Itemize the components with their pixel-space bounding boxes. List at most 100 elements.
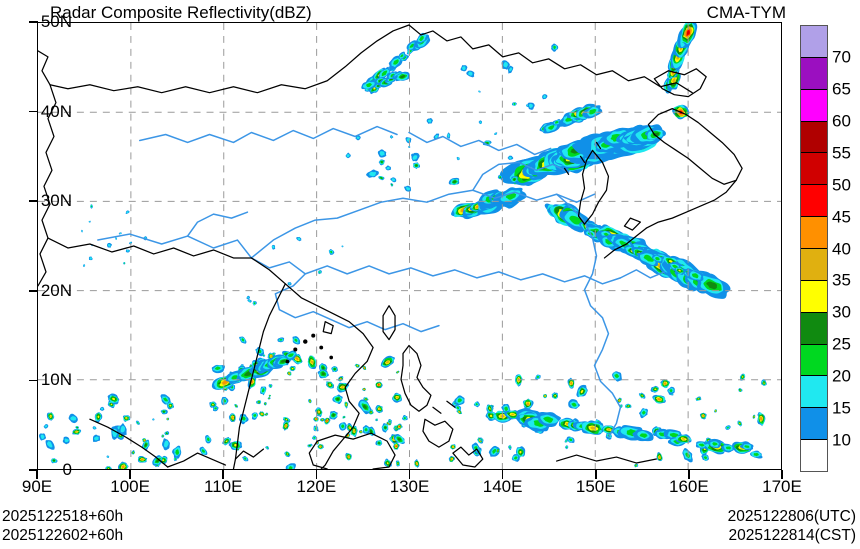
echo-cell [132, 452, 134, 454]
echo-cell [400, 74, 406, 79]
echo-cell [266, 447, 269, 449]
echo-cell [214, 407, 217, 410]
x-tick-mark [781, 470, 783, 479]
echo-cell [639, 433, 648, 438]
echo-cell [664, 382, 667, 385]
echo-cell [447, 133, 450, 138]
colorbar-tick-label: 35 [832, 270, 851, 290]
x-tick-mark [222, 470, 225, 479]
echo-cell [115, 237, 117, 240]
echo-cell [248, 299, 251, 302]
x-tick-label: 160E [669, 477, 709, 496]
echo-cell [565, 446, 568, 448]
echo-cell [555, 121, 559, 124]
colorbar-tick-label: 40 [832, 239, 851, 258]
echo-cell [494, 132, 497, 135]
echo-cell [294, 338, 298, 343]
echo-cell [321, 372, 326, 376]
echo-cell [415, 164, 418, 167]
echo-cell [363, 389, 365, 390]
echo-cell [44, 425, 48, 428]
colorbar-band [801, 344, 827, 377]
echo-cell [163, 440, 169, 448]
x-tick-mark [688, 470, 690, 479]
echo-cell [326, 420, 328, 422]
echo-cell [269, 395, 271, 397]
x-tick-label: 90E [21, 477, 53, 496]
echo-cell [514, 183, 516, 184]
echo-cell [642, 410, 646, 415]
echo-cell [395, 428, 397, 429]
echo-cell [416, 462, 418, 465]
echo-cell [346, 154, 350, 158]
x-tick-mark [594, 470, 597, 479]
echo-cell [241, 416, 246, 421]
echo-cell [698, 443, 705, 447]
echo-cell [332, 413, 336, 417]
echo-cell [75, 431, 78, 433]
footer-valid-cst: 2025122814(CST) [728, 527, 856, 544]
echo-cell [380, 177, 383, 179]
echo-cell [627, 405, 630, 407]
echo-cell [222, 380, 228, 384]
echo-cell [369, 429, 373, 433]
echo-cell [296, 357, 299, 360]
echo-cell [125, 417, 128, 419]
x-tick-label: 170E [762, 477, 802, 496]
y-tick-label: 50N [40, 12, 72, 31]
echo-cell [174, 458, 177, 460]
echo-cell [475, 403, 478, 406]
page-title: Radar Composite Reflectivity(dBZ) [50, 3, 312, 22]
echo-cell [554, 394, 557, 397]
echo-cell [681, 438, 686, 440]
echo-cell [319, 446, 322, 448]
echo-cell [580, 389, 584, 394]
colorbar-tick-label: 10 [832, 430, 851, 450]
x-tick-mark [408, 470, 411, 479]
colorbar-band [801, 408, 827, 441]
echo-cell [395, 445, 397, 447]
echo-cell [619, 399, 620, 401]
echo-cell [386, 166, 390, 170]
echo-cell [744, 445, 750, 448]
echo-cell [402, 56, 407, 60]
y-tick-mark [29, 290, 38, 292]
echo-cell [123, 262, 125, 264]
colorbar-band [801, 121, 827, 154]
echo-cell [97, 415, 100, 419]
echo-cell [247, 296, 249, 299]
echo-cell [64, 438, 69, 443]
colorbar [800, 25, 828, 472]
echo-cell [451, 458, 453, 460]
echo-cell [263, 354, 265, 357]
coastlines [38, 24, 743, 469]
echo-cell [509, 446, 511, 449]
echo-cell [508, 156, 512, 160]
echo-cell [408, 146, 410, 148]
colorbar-tick-label: 25 [832, 334, 851, 354]
colorbar-band [801, 217, 827, 250]
echo-cell [702, 415, 704, 417]
echo-cell [678, 269, 682, 272]
y-tick-label: 40N [40, 101, 72, 121]
echo-cell [318, 411, 320, 414]
echo-cell [288, 373, 290, 374]
echo-cell [548, 125, 555, 130]
echo-cell [163, 410, 166, 413]
y-tick-label: 20N [40, 280, 72, 300]
echo-cell [553, 45, 556, 50]
echo-cell [336, 397, 340, 401]
echo-cell [380, 161, 383, 163]
echo-cell [378, 408, 381, 410]
echo-cell [397, 437, 402, 441]
echo-cell [643, 254, 654, 262]
echo-cell [341, 424, 345, 428]
echo-cell [741, 375, 744, 378]
echo-cell [235, 405, 237, 407]
echo-cell [571, 402, 577, 407]
echo-cell [268, 398, 270, 399]
echo-cell [50, 415, 52, 418]
echo-cell [614, 373, 619, 379]
colorbar-band [801, 280, 827, 313]
colorbar-band [801, 376, 827, 409]
